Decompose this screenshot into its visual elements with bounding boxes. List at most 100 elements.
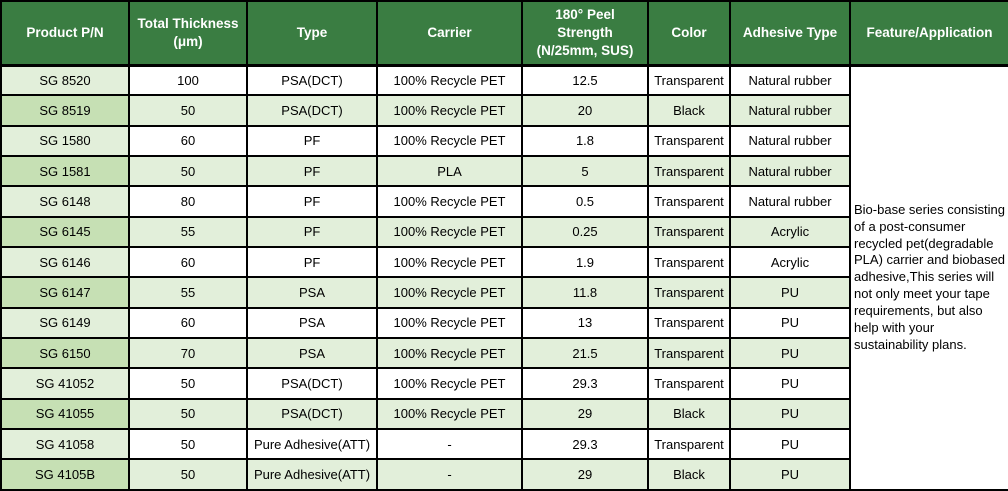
column-header-peel: 180° Peel Strength (N/25mm, SUS) <box>521 0 649 67</box>
column-header-feature: Feature/Application <box>849 0 1008 67</box>
cell-carrier: - <box>376 458 523 491</box>
cell-type: PSA <box>246 276 378 309</box>
cell-feature-application: Bio-base series consisting of a post-con… <box>849 64 1008 491</box>
cell-type: PSA(DCT) <box>246 367 378 400</box>
cell-color: Black <box>647 94 731 127</box>
table-row: SG 41058 50 Pure Adhesive(ATT) -29.3 Transpa… <box>0 428 1008 461</box>
cell-color: Transparent <box>647 367 731 400</box>
cell-pn: SG 41052 <box>0 367 130 400</box>
cell-type: PSA <box>246 337 378 370</box>
table-row: SG 1581 50 PF PLA 5 Transparent Natural rubber <box>0 155 1008 188</box>
cell-peel: 1.9 <box>521 246 649 279</box>
cell-carrier: PLA <box>376 155 523 188</box>
cell-thickness: 50 <box>128 458 248 491</box>
cell-type: Pure Adhesive(ATT) <box>246 428 378 461</box>
cell-adhesive: PU <box>729 276 851 309</box>
cell-pn: SG 8520 <box>0 63 130 97</box>
cell-adhesive: PU <box>729 367 851 400</box>
cell-carrier: 100% Recycle PET <box>376 276 523 309</box>
cell-pn: SG 8519 <box>0 94 130 127</box>
cell-pn: SG 6147 <box>0 276 130 309</box>
cell-carrier: 100% Recycle PET <box>376 397 523 431</box>
cell-type: PSA(DCT) <box>246 94 378 127</box>
table-row: SG 8519 50 PSA(DCT) 100% Recycle PET 20 Black… <box>0 94 1008 127</box>
cell-color: Transparent <box>647 124 731 158</box>
cell-carrier: 100% Recycle PET <box>376 246 523 279</box>
cell-thickness: 60 <box>128 306 248 340</box>
column-header-carrier: Carrier <box>376 0 523 67</box>
cell-peel: 21.5 <box>521 337 649 370</box>
cell-peel: 12.5 <box>521 63 649 97</box>
cell-thickness: 100 <box>128 63 248 97</box>
cell-adhesive: Natural rubber <box>729 63 851 97</box>
cell-pn: SG 41055 <box>0 397 130 431</box>
cell-peel: 1.8 <box>521 124 649 158</box>
cell-type: PF <box>246 155 378 188</box>
cell-pn: SG 6149 <box>0 306 130 340</box>
cell-thickness: 55 <box>128 276 248 309</box>
cell-type: PSA <box>246 306 378 340</box>
cell-peel: 20 <box>521 94 649 127</box>
cell-carrier: 100% Recycle PET <box>376 63 523 97</box>
cell-thickness: 60 <box>128 246 248 279</box>
cell-peel: 29 <box>521 397 649 431</box>
cell-adhesive: Natural rubber <box>729 124 851 158</box>
column-header-type: Type <box>246 0 378 67</box>
cell-peel: 13 <box>521 306 649 340</box>
cell-carrier: 100% Recycle PET <box>376 124 523 158</box>
cell-adhesive: PU <box>729 458 851 491</box>
cell-type: PF <box>246 185 378 218</box>
table-row: SG 6146 60 PF 100% Recycle PET 1.9 Transparen… <box>0 246 1008 279</box>
cell-type: PF <box>246 246 378 279</box>
cell-color: Transparent <box>647 428 731 461</box>
cell-carrier: - <box>376 428 523 461</box>
cell-adhesive: Acrylic <box>729 246 851 279</box>
cell-peel: 29.3 <box>521 367 649 400</box>
cell-thickness: 60 <box>128 124 248 158</box>
cell-peel: 11.8 <box>521 276 649 309</box>
cell-color: Black <box>647 397 731 431</box>
cell-thickness: 50 <box>128 428 248 461</box>
cell-thickness: 50 <box>128 94 248 127</box>
cell-pn: SG 41058 <box>0 428 130 461</box>
cell-adhesive: PU <box>729 306 851 340</box>
cell-adhesive: Acrylic <box>729 215 851 249</box>
table-row: SG 1580 60 PF 100% Recycle PET 1.8 Transparen… <box>0 124 1008 158</box>
cell-carrier: 100% Recycle PET <box>376 367 523 400</box>
cell-color: Transparent <box>647 185 731 218</box>
cell-peel: 5 <box>521 155 649 188</box>
cell-adhesive: PU <box>729 337 851 370</box>
cell-color: Transparent <box>647 276 731 309</box>
cell-carrier: 100% Recycle PET <box>376 306 523 340</box>
cell-carrier: 100% Recycle PET <box>376 215 523 249</box>
cell-color: Transparent <box>647 155 731 188</box>
cell-pn: SG 6148 <box>0 185 130 218</box>
cell-type: PF <box>246 124 378 158</box>
cell-pn: SG 1580 <box>0 124 130 158</box>
cell-color: Transparent <box>647 306 731 340</box>
cell-adhesive: PU <box>729 397 851 431</box>
column-header-color: Color <box>647 0 731 67</box>
column-header-adhesive: Adhesive Type <box>729 0 851 67</box>
column-header-pn: Product P/N <box>0 0 130 67</box>
cell-type: Pure Adhesive(ATT) <box>246 458 378 491</box>
table-row: SG 4105B 50 Pure Adhesive(ATT) -29 Black PU <box>0 458 1008 491</box>
header-row: Product P/N Total Thickness (μm) Type Carri… <box>0 0 1008 67</box>
cell-pn: SG 6150 <box>0 337 130 370</box>
cell-color: Transparent <box>647 215 731 249</box>
table-row: SG 6148 80 PF 100% Recycle PET 0.5 Transparen… <box>0 185 1008 218</box>
cell-adhesive: Natural rubber <box>729 94 851 127</box>
cell-carrier: 100% Recycle PET <box>376 185 523 218</box>
cell-color: Transparent <box>647 246 731 279</box>
cell-pn: SG 6146 <box>0 246 130 279</box>
cell-pn: SG 4105B <box>0 458 130 491</box>
cell-pn: SG 6145 <box>0 215 130 249</box>
cell-peel: 0.25 <box>521 215 649 249</box>
cell-thickness: 50 <box>128 367 248 400</box>
table-row: SG 6147 55 PSA 100% Recycle PET 11.8 Transpar… <box>0 276 1008 309</box>
cell-thickness: 50 <box>128 155 248 188</box>
cell-peel: 29.3 <box>521 428 649 461</box>
cell-carrier: 100% Recycle PET <box>376 337 523 370</box>
